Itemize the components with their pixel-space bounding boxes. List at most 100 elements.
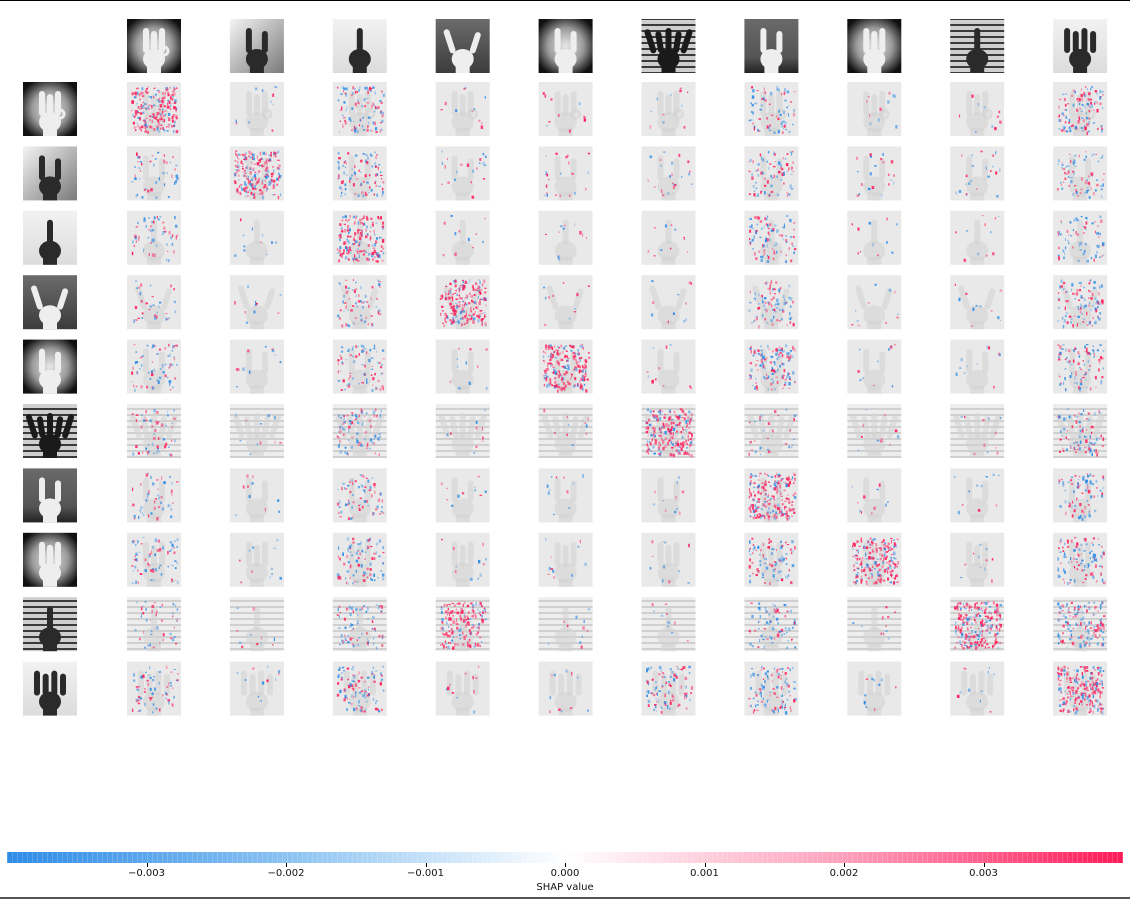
shap-pixel xyxy=(145,117,148,120)
shap-pixel xyxy=(244,181,246,185)
shap-pixel xyxy=(1087,418,1090,421)
shap-pixel xyxy=(356,215,358,218)
shap-pixel xyxy=(343,241,346,245)
shap-pixel xyxy=(678,451,681,455)
shap-pixel xyxy=(135,414,139,416)
hand-wrist xyxy=(249,450,264,458)
shap-pixel xyxy=(139,509,142,512)
shap-pixel xyxy=(279,442,282,444)
shap-pixel xyxy=(158,376,162,380)
shap-pixel xyxy=(454,308,456,312)
shap-pixel xyxy=(131,381,133,383)
shap-pixel xyxy=(786,355,789,359)
shap-pixel xyxy=(1065,311,1068,315)
shap-pixel xyxy=(465,294,469,298)
shap-pixel xyxy=(681,409,684,413)
shap-pixel xyxy=(1071,560,1073,563)
shap-pixel xyxy=(152,113,155,116)
shap-pixel xyxy=(770,355,774,358)
shap-pixel xyxy=(1075,217,1078,221)
shap-pixel xyxy=(566,360,568,363)
shap-pixel xyxy=(136,93,139,96)
shap-pixel xyxy=(343,223,346,225)
shap-pixel xyxy=(887,570,889,574)
shap-pixel xyxy=(478,288,481,291)
hand-palm xyxy=(451,176,474,197)
shap-pixel xyxy=(765,480,767,482)
shap-pixel xyxy=(1090,495,1093,499)
shap-pixel xyxy=(1075,451,1077,453)
shap-pixel xyxy=(757,128,759,132)
shap-pixel xyxy=(685,429,687,432)
shap-pixel xyxy=(367,539,370,542)
shap-pixel xyxy=(365,351,368,355)
shap-pixel xyxy=(764,504,766,507)
shap-pixel xyxy=(778,480,780,483)
shap-pixel xyxy=(176,561,178,565)
shap-pixel xyxy=(654,378,657,381)
shap-cell-1-1 xyxy=(229,146,284,201)
shap-pixel xyxy=(152,95,154,97)
shap-pixel xyxy=(264,169,267,172)
shap-pixel xyxy=(1063,555,1065,558)
shap-cell-3-5 xyxy=(641,275,696,330)
shap-pixel xyxy=(158,305,160,309)
shap-pixel xyxy=(134,361,137,365)
shap-pixel xyxy=(755,182,757,184)
shap-pixel xyxy=(452,316,455,320)
shap-pixel xyxy=(361,382,364,384)
shap-pixel xyxy=(1059,551,1062,553)
shap-pixel xyxy=(794,248,797,251)
shap-pixel xyxy=(760,345,762,348)
shap-pixel xyxy=(870,557,873,560)
hand-wrist xyxy=(147,256,161,265)
hand-finger xyxy=(474,414,487,439)
shap-pixel xyxy=(685,420,688,424)
shap-pixel xyxy=(461,316,464,319)
shap-pixel xyxy=(680,408,683,411)
hand-wrist xyxy=(249,321,264,330)
hand-finger xyxy=(143,155,149,181)
shap-pixel xyxy=(772,380,775,384)
shap-pixel xyxy=(675,424,678,426)
shap-pixel xyxy=(753,190,756,192)
shap-pixel xyxy=(788,445,791,449)
shap-pixel xyxy=(543,286,546,289)
shap-pixel xyxy=(688,543,690,548)
shap-pixel xyxy=(979,566,982,569)
shap-pixel xyxy=(793,438,795,441)
shap-pixel xyxy=(453,546,455,551)
shap-pixel xyxy=(887,546,889,549)
shap-pixel xyxy=(895,125,898,129)
shap-pixel xyxy=(1099,285,1101,289)
shap-pixel xyxy=(377,252,380,254)
shap-pixel xyxy=(768,503,771,505)
shap-pixel xyxy=(173,101,177,104)
shap-pixel xyxy=(1072,292,1075,295)
shap-pixel xyxy=(336,248,338,251)
shap-pixel xyxy=(380,409,382,413)
hand-finger xyxy=(129,414,142,439)
shap-pixel xyxy=(587,152,591,155)
shap-pixel xyxy=(662,579,664,583)
shap-pixel xyxy=(680,430,683,434)
shap-pixel xyxy=(557,389,559,393)
shap-pixel xyxy=(777,117,780,121)
shap-pixel xyxy=(1067,240,1069,242)
shap-pixel xyxy=(168,380,172,384)
shap-pixel xyxy=(485,558,487,561)
shap-pixel xyxy=(135,419,138,423)
shap-pixel xyxy=(162,221,165,224)
shap-pixel xyxy=(357,557,360,560)
shap-pixel xyxy=(652,413,654,417)
shap-pixel xyxy=(360,344,363,348)
shap-pixel xyxy=(564,224,566,226)
shap-pixel xyxy=(174,377,177,380)
shap-pixel xyxy=(551,355,554,359)
shap-pixel xyxy=(688,431,691,435)
shap-pixel xyxy=(270,567,273,570)
shap-pixel xyxy=(1064,126,1066,129)
hand-finger xyxy=(665,544,672,567)
shap-pixel xyxy=(987,175,990,178)
shap-pixel xyxy=(1088,98,1091,101)
